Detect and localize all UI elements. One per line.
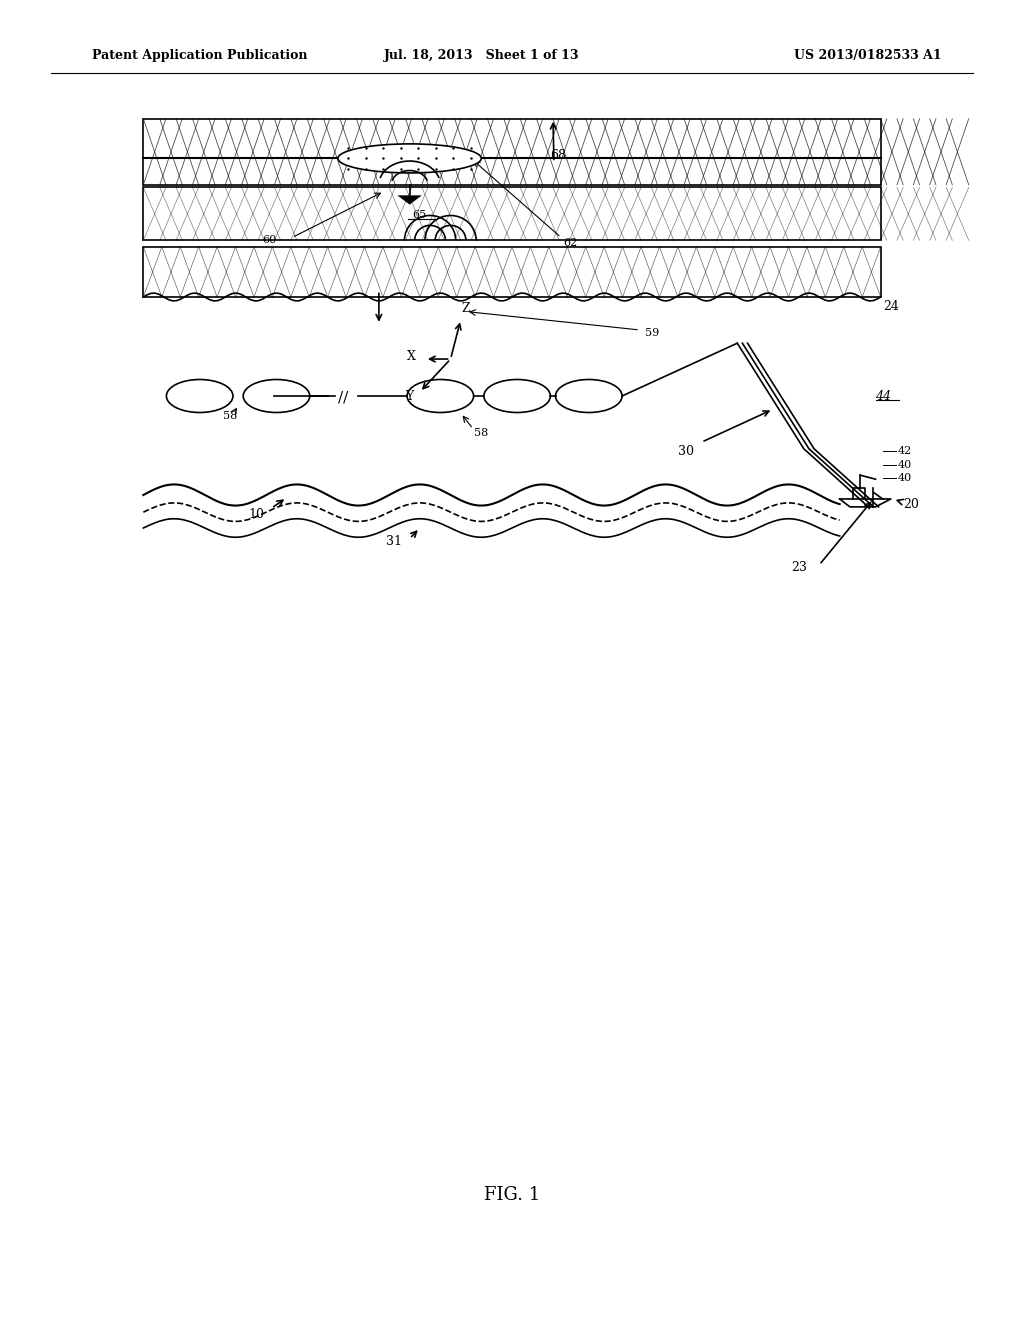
Text: 44: 44 (876, 389, 892, 403)
Text: 31: 31 (386, 535, 402, 548)
Text: FIG. 1: FIG. 1 (484, 1185, 540, 1204)
Text: 68: 68 (550, 149, 566, 162)
Text: 42: 42 (898, 446, 912, 457)
Polygon shape (397, 195, 422, 205)
Text: X: X (408, 350, 416, 363)
Bar (143, 119, 881, 185)
Text: Jul. 18, 2013   Sheet 1 of 13: Jul. 18, 2013 Sheet 1 of 13 (384, 49, 579, 62)
Text: 59: 59 (645, 327, 659, 338)
Bar (143, 247, 881, 297)
Text: 58: 58 (474, 428, 488, 438)
Text: Z: Z (462, 302, 470, 315)
Text: 40: 40 (898, 473, 912, 483)
Text: //: // (338, 391, 348, 404)
Text: 20: 20 (903, 498, 920, 511)
Text: 62: 62 (563, 238, 578, 248)
Text: Patent Application Publication: Patent Application Publication (92, 49, 307, 62)
Text: 60: 60 (262, 235, 276, 246)
Bar (143, 187, 881, 240)
Text: 23: 23 (791, 561, 807, 574)
Text: 30: 30 (678, 445, 694, 458)
Text: 24: 24 (883, 300, 899, 313)
Text: 58: 58 (223, 411, 238, 421)
Text: 10: 10 (248, 508, 264, 521)
Text: US 2013/0182533 A1: US 2013/0182533 A1 (795, 49, 942, 62)
Ellipse shape (338, 144, 481, 173)
Text: 40: 40 (898, 459, 912, 470)
Text: Y: Y (406, 389, 414, 403)
Text: 65: 65 (413, 210, 427, 220)
